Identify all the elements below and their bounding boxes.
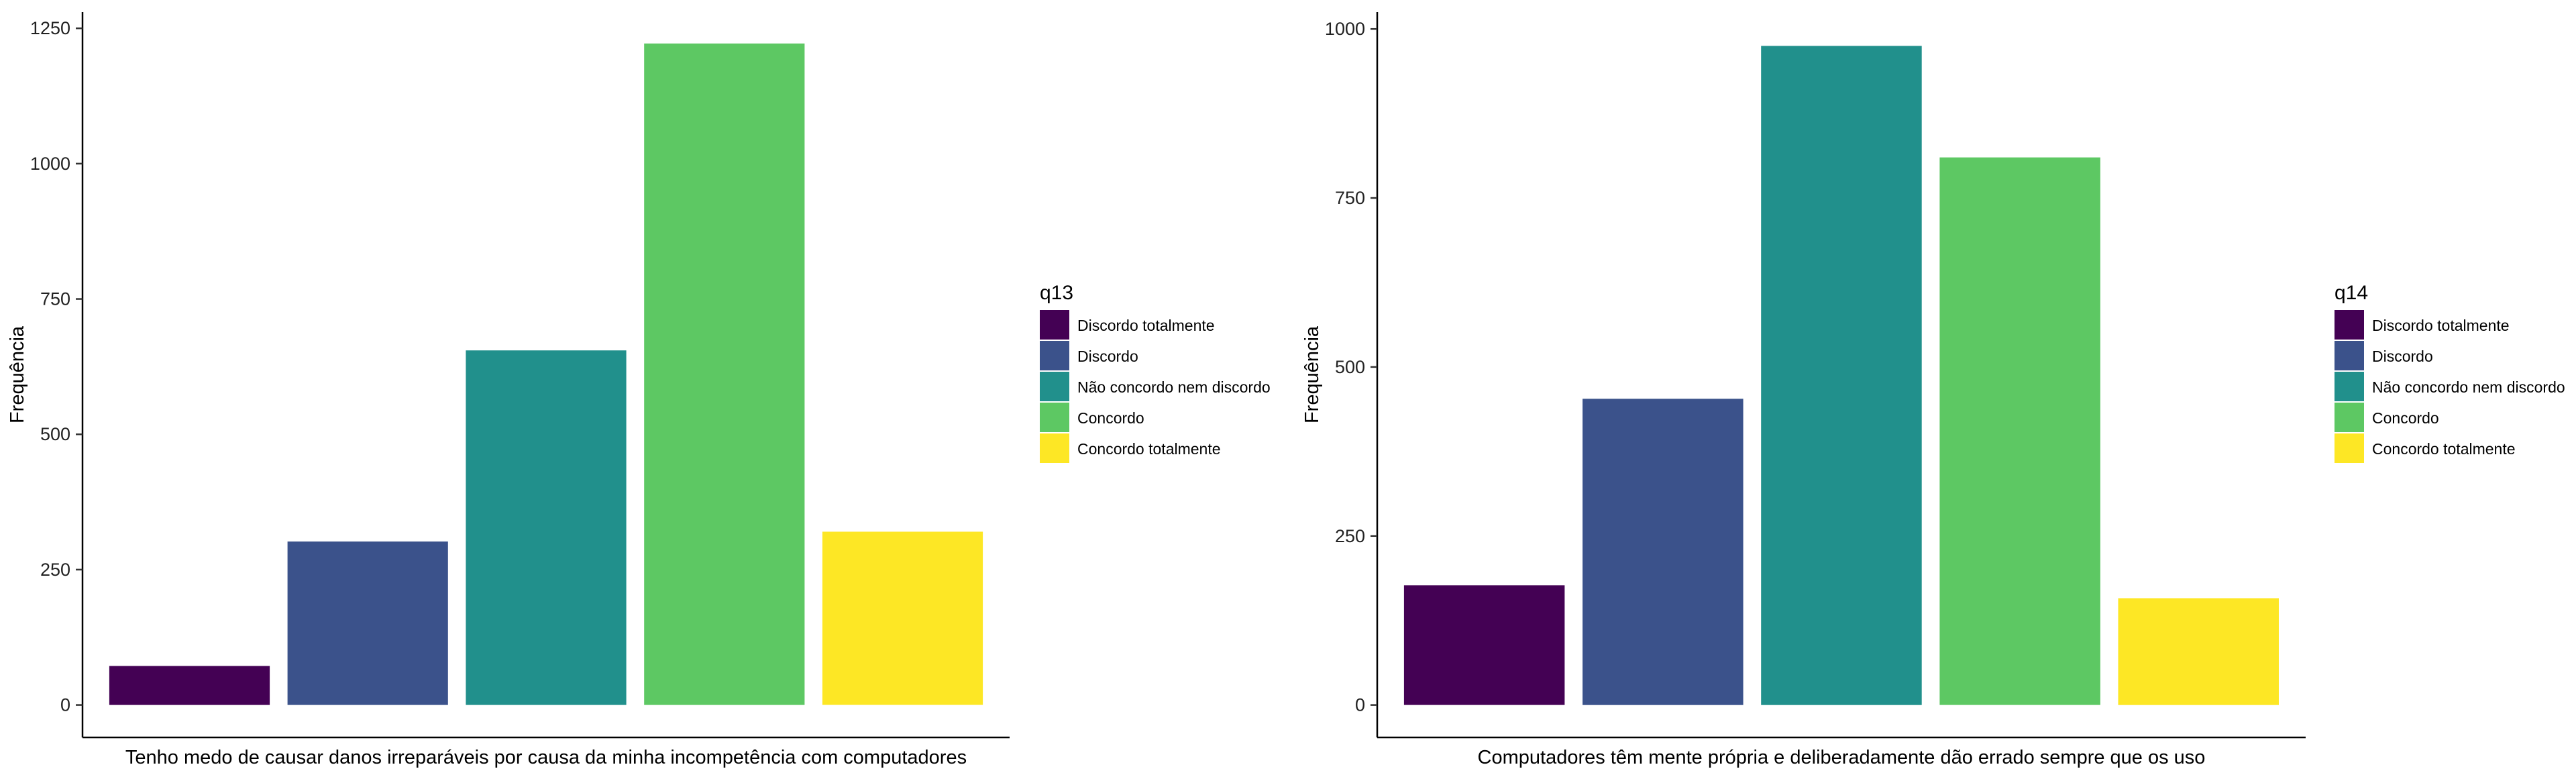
legend-label-q13-concordo-totalmente: Concordo totalmente	[1077, 440, 1221, 458]
y-tick-label-q13: 500	[40, 424, 70, 444]
legend-key-q14-nao-concordo-nem-discordo	[2334, 372, 2364, 401]
legend-title-q13: q13	[1040, 282, 1073, 304]
bar-q13-nao-concordo-nem-discordo	[466, 350, 627, 705]
bars-q14	[1403, 46, 2279, 705]
y-tick-label-q14: 0	[1355, 695, 1365, 715]
legend-q13: q13 Discordo totalmente Discordo Não conco…	[1040, 282, 1271, 463]
bar-q14-nao-concordo-nem-discordo	[1761, 46, 1922, 705]
legend-title-q14: q14	[2334, 282, 2368, 304]
y-ticks-q13: 0 250 500 750 1000 1250	[30, 18, 83, 715]
bar-q14-concordo	[1939, 157, 2100, 705]
legend-q14: q14 Discordo totalmente Discordo Não conco…	[2334, 282, 2565, 463]
bar-q14-discordo-totalmente	[1403, 585, 1565, 705]
y-axis-label-q14: Frequência	[1301, 325, 1323, 423]
legend-label-q14-discordo-totalmente: Discordo totalmente	[2372, 317, 2510, 334]
legend-label-q14-concordo: Concordo	[2372, 409, 2439, 427]
bar-q13-discordo-totalmente	[109, 666, 270, 705]
y-tick-label-q13: 250	[40, 560, 70, 580]
chart-q14: 0 250 500 750 1000 Frequência Computadores t…	[1301, 12, 2565, 768]
legend-label-q13-concordo: Concordo	[1077, 409, 1144, 427]
y-ticks-q14: 0 250 500 750 1000	[1325, 19, 1377, 715]
y-tick-label-q13: 0	[60, 695, 70, 715]
legend-key-q14-discordo	[2334, 341, 2364, 370]
x-axis-label-q13: Tenho medo de causar danos irreparáveis …	[125, 747, 967, 768]
y-axis-label-q13: Frequência	[7, 325, 28, 423]
axes-q13	[81, 12, 1010, 739]
bar-q14-discordo	[1582, 399, 1743, 705]
legend-key-q13-concordo	[1040, 403, 1069, 432]
legend-label-q13-nao-concordo-nem-discordo: Não concordo nem discordo	[1077, 378, 1271, 396]
y-tick-label-q14: 750	[1335, 188, 1365, 208]
x-axis-label-q14: Computadores têm mente própria e deliber…	[1478, 747, 2206, 768]
y-tick-label-q14: 1000	[1325, 19, 1365, 39]
y-tick-label-q14: 500	[1335, 357, 1365, 377]
legend-label-q13-discordo-totalmente: Discordo totalmente	[1077, 317, 1215, 334]
legend-label-q14-discordo: Discordo	[2372, 348, 2433, 365]
legend-label-q14-concordo-totalmente: Concordo totalmente	[2372, 440, 2516, 458]
legend-key-q13-nao-concordo-nem-discordo	[1040, 372, 1069, 401]
legend-key-q13-discordo-totalmente	[1040, 310, 1069, 340]
bar-q13-discordo	[287, 542, 448, 705]
legend-label-q13-discordo: Discordo	[1077, 348, 1138, 365]
legend-key-q13-discordo	[1040, 341, 1069, 370]
legend-key-q14-concordo-totalmente	[2334, 433, 2364, 463]
bars-q13	[109, 43, 983, 705]
legend-label-q14-nao-concordo-nem-discordo: Não concordo nem discordo	[2372, 378, 2565, 396]
bar-q14-concordo-totalmente	[2118, 598, 2279, 705]
y-tick-label-q13: 1000	[30, 154, 70, 174]
bar-q13-concordo-totalmente	[822, 531, 983, 705]
y-tick-label-q14: 250	[1335, 526, 1365, 546]
legend-key-q14-concordo	[2334, 403, 2364, 432]
axes-q14	[1376, 12, 2306, 739]
legend-key-q14-discordo-totalmente	[2334, 310, 2364, 340]
y-tick-label-q13: 750	[40, 289, 70, 309]
chart-q13: 0 250 500 750 1000 1250 Frequência Tenho medo…	[7, 12, 1271, 768]
y-tick-label-q13: 1250	[30, 18, 70, 38]
legend-key-q13-concordo-totalmente	[1040, 433, 1069, 463]
bar-q13-concordo	[644, 43, 805, 705]
